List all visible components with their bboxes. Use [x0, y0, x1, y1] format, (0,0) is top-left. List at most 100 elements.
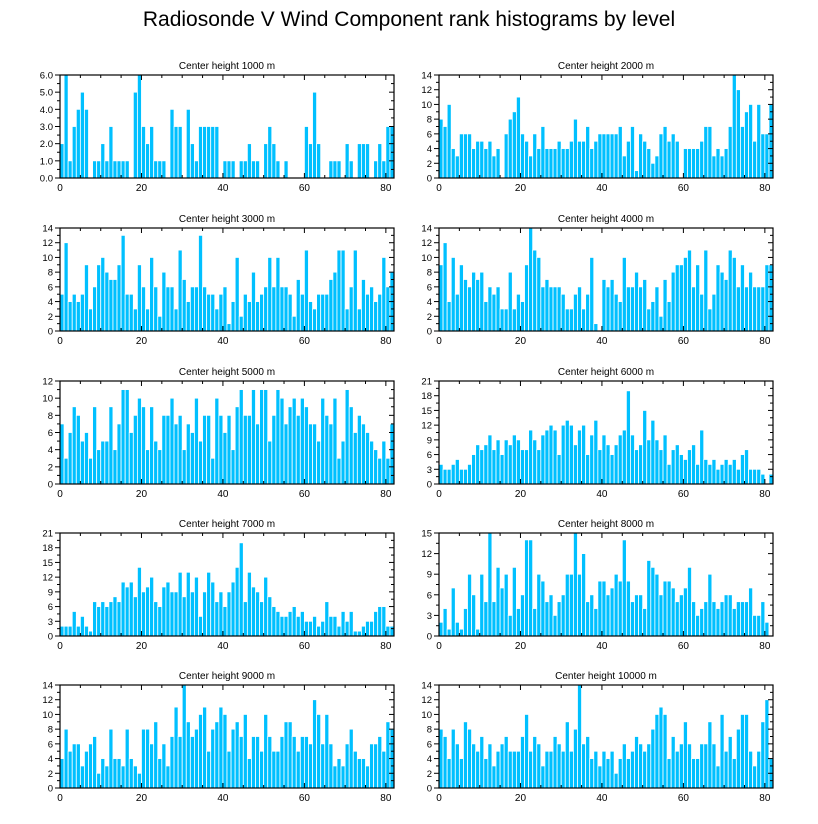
histogram-bar — [499, 587, 505, 637]
histogram-bar — [328, 743, 334, 789]
histogram-bar — [124, 586, 130, 637]
histogram-bar — [214, 308, 220, 332]
histogram-bar — [194, 286, 199, 332]
histogram-bar — [499, 743, 505, 789]
y-tick-label: 0 — [48, 632, 53, 643]
histogram-bar — [463, 133, 468, 179]
histogram-bar — [687, 249, 692, 332]
histogram-bar — [568, 424, 574, 485]
x-tick-label: 40 — [217, 336, 229, 347]
histogram-bar — [189, 286, 195, 332]
histogram-bar — [88, 308, 93, 332]
histogram-bar — [520, 594, 525, 637]
histogram-bar — [92, 286, 98, 332]
histogram-bar — [670, 133, 676, 179]
histogram-bar — [515, 750, 521, 789]
y-tick-label: 6 — [48, 739, 53, 750]
histogram-bar — [320, 620, 326, 637]
y-tick-label: 4 — [48, 297, 53, 308]
histogram-bar — [100, 758, 106, 789]
histogram-bar — [75, 414, 81, 485]
histogram-bar — [625, 286, 631, 332]
histogram-bar — [650, 162, 656, 179]
histogram-bar — [711, 155, 717, 179]
histogram-bar — [438, 463, 444, 485]
histogram-bar — [446, 301, 452, 332]
histogram-bar — [218, 293, 224, 332]
histogram-bar — [255, 736, 260, 789]
histogram-bar — [552, 736, 558, 789]
histogram-bar — [483, 444, 489, 485]
histogram-bar — [638, 286, 644, 332]
y-tick-label: 6 — [427, 282, 432, 293]
histogram-bar — [218, 414, 224, 485]
histogram-bar — [230, 581, 236, 637]
histogram-bar — [544, 429, 550, 485]
histogram-bar — [581, 743, 587, 789]
histogram-bar — [544, 279, 550, 332]
histogram-bar — [206, 126, 212, 179]
histogram-bar — [658, 449, 664, 485]
histogram-bar — [263, 576, 269, 637]
histogram-bar — [246, 301, 252, 332]
histogram-bar — [475, 140, 481, 179]
histogram-bar — [687, 743, 692, 789]
histogram-bar — [324, 293, 330, 332]
x-tick-label: 40 — [217, 489, 229, 500]
histogram-bar — [756, 104, 762, 179]
histogram-bar — [691, 444, 697, 485]
histogram-bar — [589, 257, 595, 332]
histogram-bar — [67, 432, 73, 485]
histogram-bar — [593, 608, 599, 637]
x-tick-label: 60 — [678, 183, 690, 194]
histogram-bar — [267, 257, 273, 332]
histogram-bar — [263, 286, 269, 332]
histogram-bar — [748, 468, 754, 485]
histogram-bar — [634, 736, 639, 789]
histogram-bar — [108, 728, 114, 789]
histogram-bar — [153, 721, 159, 789]
histogram-bar — [96, 606, 102, 637]
histogram-bar — [573, 293, 578, 332]
panel-9: Center height 9000 m 0 20 40 60 80 0 2 4 6 8 10 12 14 — [42, 671, 395, 804]
histogram-bar — [760, 601, 766, 637]
histogram-bar — [552, 286, 558, 332]
histogram-bar — [128, 293, 134, 332]
histogram-bar — [112, 596, 118, 637]
histogram-bar — [479, 573, 485, 637]
histogram-bar — [577, 684, 582, 789]
histogram-bar — [222, 160, 228, 179]
histogram-bar — [181, 449, 187, 485]
histogram-bar — [161, 271, 167, 332]
histogram-bar — [442, 736, 448, 789]
histogram-bar — [573, 444, 578, 485]
histogram-bar — [312, 615, 318, 637]
histogram-bar — [568, 573, 574, 637]
histogram-bar — [454, 621, 460, 637]
histogram-bar — [157, 606, 163, 637]
histogram-bar — [630, 434, 635, 485]
histogram-bar — [259, 750, 265, 789]
histogram-bar — [454, 743, 460, 789]
histogram-bar — [132, 308, 138, 332]
histogram-bar — [369, 286, 375, 332]
histogram-bar — [348, 160, 354, 179]
histogram-bar — [520, 736, 525, 789]
histogram-bar — [646, 148, 652, 179]
histogram-bar — [463, 468, 468, 485]
histogram-bar — [161, 743, 167, 789]
histogram-bar — [79, 765, 85, 789]
histogram-bar — [479, 736, 485, 789]
y-tick-label: 6 — [427, 450, 432, 461]
histogram-bar — [487, 434, 493, 485]
histogram-bar — [222, 606, 228, 637]
histogram-bar — [255, 423, 260, 485]
histogram-bar — [377, 606, 383, 637]
y-tick-label: 6 — [48, 428, 53, 439]
y-tick-label: 21 — [42, 529, 53, 540]
histogram-bar — [328, 160, 334, 179]
panel-title: Center height 4000 m — [558, 214, 654, 225]
histogram-bar — [458, 758, 464, 789]
histogram-bar — [703, 743, 709, 789]
histogram-bar — [312, 699, 318, 789]
